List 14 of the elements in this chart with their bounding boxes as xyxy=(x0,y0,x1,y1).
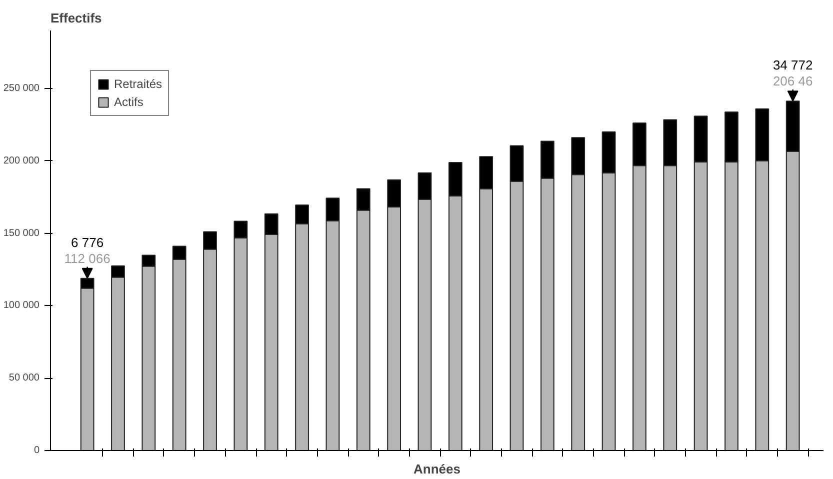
y-tick-label: 50 000 xyxy=(8,372,40,384)
legend-label: Retraités xyxy=(114,77,162,91)
data-label: 112 066 xyxy=(64,250,110,266)
y-tick-label: 250 000 xyxy=(3,82,40,94)
legend-label: Actifs xyxy=(114,95,144,109)
data-label: 6 776 xyxy=(71,234,104,250)
y-tick-label: 150 000 xyxy=(3,228,40,239)
y-tick-label: 100 000 xyxy=(3,300,40,312)
y-tick-label: 0 xyxy=(34,445,40,456)
x-axis-title: Années xyxy=(414,462,460,476)
data-label: 34 772 xyxy=(772,57,813,72)
y-tick-label: 200 000 xyxy=(3,155,40,166)
annotation: 206 46 xyxy=(772,73,813,88)
chart-title: Effectifs xyxy=(50,10,102,26)
